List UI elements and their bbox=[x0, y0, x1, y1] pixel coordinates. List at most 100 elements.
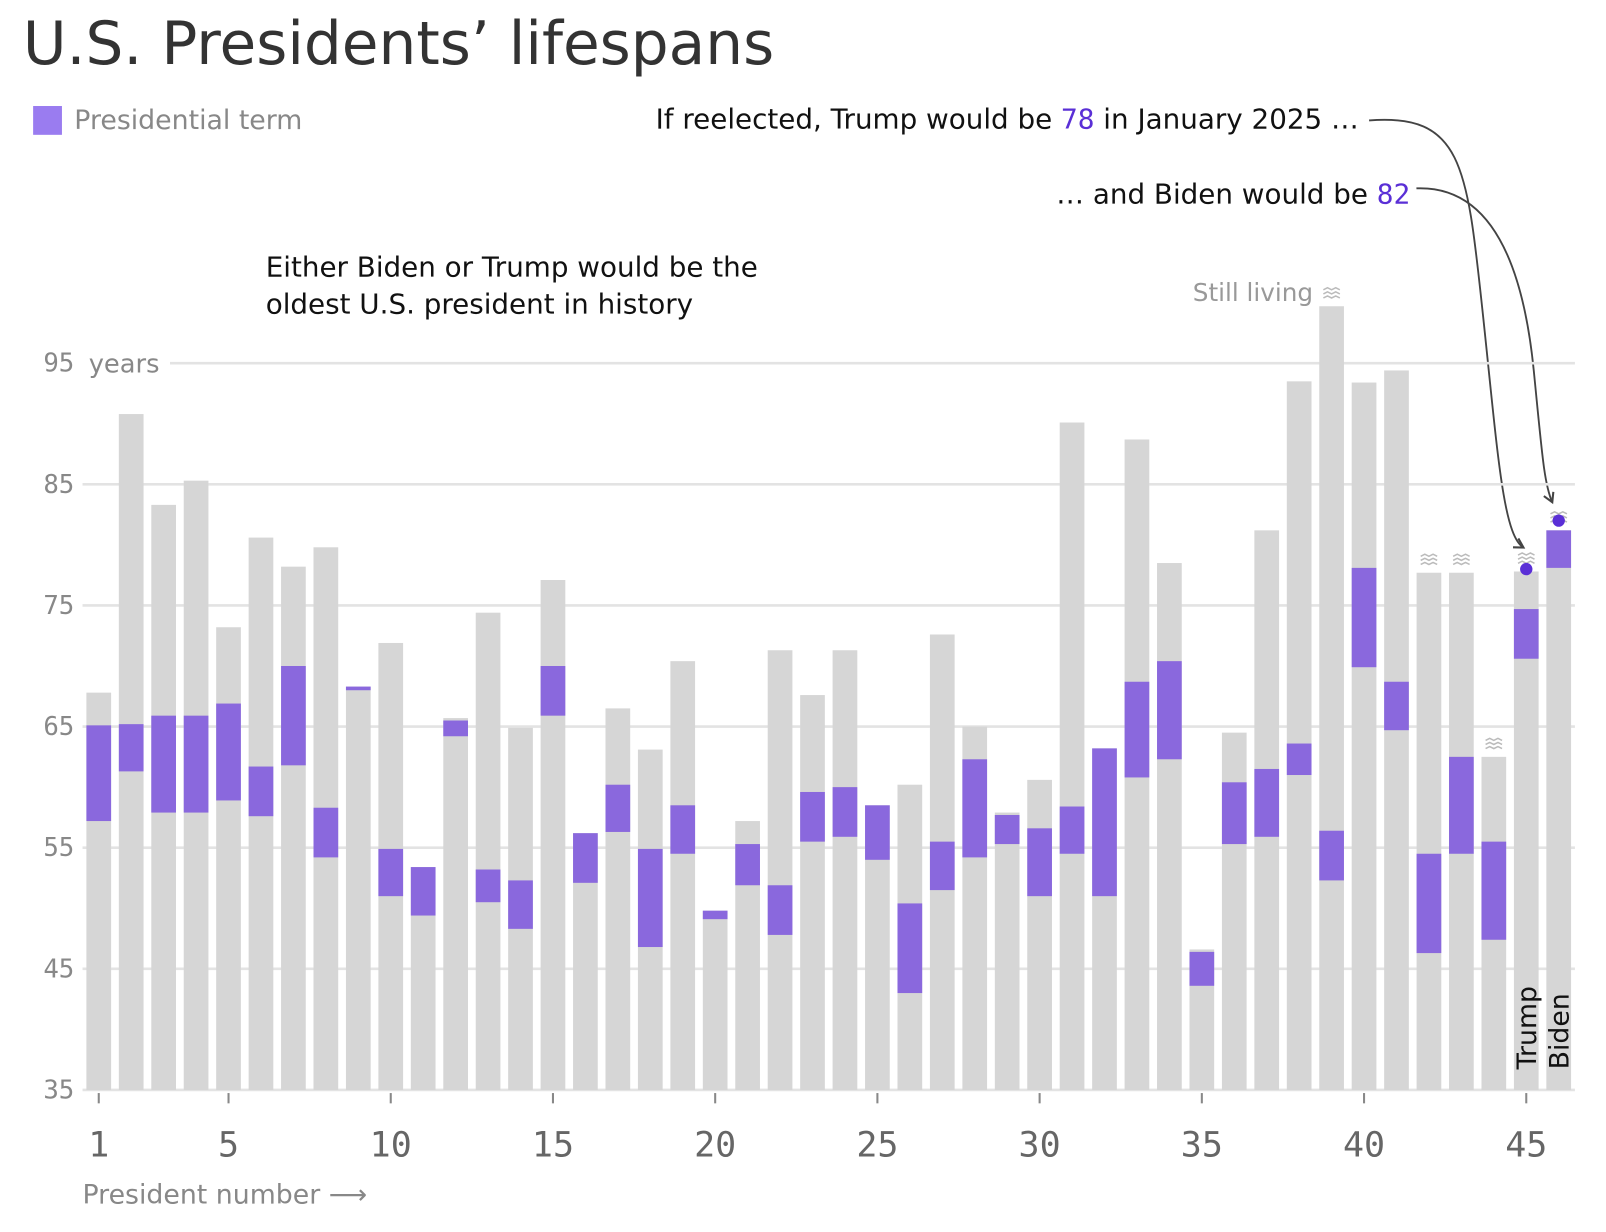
annotation-before: If reelected, Trump would be bbox=[656, 102, 1061, 135]
still-living-marker bbox=[1550, 510, 1568, 515]
term-bar bbox=[118, 724, 144, 772]
lifespan-bar bbox=[443, 718, 468, 1090]
lifespan-bar bbox=[1059, 422, 1085, 1090]
term-bar bbox=[573, 833, 598, 883]
lifespan-bar bbox=[832, 650, 858, 1090]
term-bar bbox=[151, 715, 176, 813]
term-bar bbox=[540, 665, 566, 716]
legend-swatch bbox=[33, 106, 62, 135]
note-line: oldest U.S. president in history bbox=[266, 288, 693, 321]
y-unit-label: years bbox=[89, 350, 160, 380]
term-bar bbox=[800, 791, 825, 842]
y-tick-label: 55 bbox=[43, 833, 74, 863]
still-living-marker bbox=[1485, 745, 1503, 750]
lifespan-bar bbox=[1286, 381, 1312, 1090]
term-bar bbox=[1319, 830, 1344, 881]
chart-title: U.S. Presidents’ lifespans bbox=[23, 10, 774, 79]
lifespan-bar bbox=[800, 695, 825, 1090]
term-bar bbox=[1092, 748, 1117, 897]
term-bar bbox=[86, 725, 112, 822]
annotation-value: 78 bbox=[1061, 102, 1094, 135]
lifespan-bar bbox=[475, 612, 501, 1090]
lifespan-bar bbox=[767, 650, 793, 1090]
term-bar bbox=[475, 869, 501, 903]
still-living-marker bbox=[1420, 557, 1438, 562]
y-tick-label: 75 bbox=[43, 591, 74, 621]
term-bar bbox=[443, 720, 468, 737]
term-bar bbox=[1449, 756, 1474, 854]
term-bar bbox=[183, 715, 209, 813]
still-living-marker bbox=[1323, 286, 1341, 291]
x-tick-label: 10 bbox=[370, 1126, 412, 1166]
projected-age-dot bbox=[1520, 562, 1533, 576]
lifespan-bar bbox=[345, 686, 371, 1090]
term-bar bbox=[1157, 661, 1182, 760]
term-bar bbox=[897, 903, 923, 994]
annotation: … and Biden would be 82 bbox=[1056, 178, 1410, 211]
term-bar bbox=[994, 814, 1020, 845]
still-living-marker bbox=[1452, 557, 1470, 562]
y-tick-label: 85 bbox=[43, 470, 74, 500]
lifespan-bar bbox=[605, 708, 631, 1090]
term-bar bbox=[767, 885, 793, 935]
term-bar bbox=[508, 880, 533, 929]
still-living-marker bbox=[1420, 553, 1438, 558]
annotation-before: … and Biden would be bbox=[1056, 178, 1377, 211]
term-bar bbox=[410, 867, 436, 916]
still-living-label: Still living bbox=[1193, 278, 1313, 307]
term-bar bbox=[1546, 530, 1572, 568]
x-tick-label: 40 bbox=[1343, 1126, 1385, 1166]
term-bar bbox=[929, 841, 955, 891]
x-tick-label: 35 bbox=[1181, 1126, 1223, 1166]
arrow bbox=[1369, 118, 1526, 549]
term-bar bbox=[281, 665, 306, 766]
x-tick-label: 20 bbox=[694, 1126, 736, 1166]
term-bar bbox=[1416, 853, 1442, 954]
arrow bbox=[1416, 187, 1555, 505]
lifespan-bar bbox=[540, 579, 566, 1090]
still-living-marker bbox=[1323, 295, 1341, 299]
term-bar bbox=[345, 686, 371, 691]
annotation-after: in January 2025 … bbox=[1094, 102, 1358, 135]
term-bar bbox=[313, 807, 339, 858]
term-bar bbox=[962, 759, 988, 858]
term-bar bbox=[1189, 951, 1215, 986]
term-bar bbox=[1254, 768, 1280, 837]
x-tick-label: 5 bbox=[218, 1126, 239, 1166]
still-living-marker bbox=[1323, 290, 1341, 295]
term-bar bbox=[1286, 743, 1312, 776]
x-tick-label: 1 bbox=[88, 1126, 109, 1166]
term-bar bbox=[702, 910, 728, 920]
lifespan-bar bbox=[1351, 382, 1377, 1090]
term-bar bbox=[1027, 828, 1052, 897]
still-living-marker bbox=[1452, 561, 1470, 566]
term-bar bbox=[735, 844, 760, 886]
term-bar bbox=[248, 766, 274, 817]
y-tick-label: 65 bbox=[43, 712, 74, 742]
lifespan-bar bbox=[670, 661, 696, 1090]
note-line: Either Biden or Trump would be the bbox=[266, 251, 758, 284]
lifespan-bar bbox=[216, 627, 241, 1090]
still-living-marker bbox=[1452, 553, 1470, 558]
term-bar bbox=[670, 805, 696, 854]
term-bar bbox=[1481, 841, 1507, 940]
term-bar bbox=[378, 848, 404, 897]
bar-label: Trump bbox=[1512, 986, 1543, 1070]
still-living-marker bbox=[1517, 552, 1535, 556]
term-bar bbox=[1124, 681, 1150, 778]
y-tick-label: 35 bbox=[43, 1075, 74, 1105]
projected-age-dot bbox=[1552, 514, 1565, 527]
y-tick-label: 95 bbox=[43, 349, 74, 379]
still-living-marker bbox=[1517, 556, 1535, 561]
term-bar bbox=[1513, 609, 1539, 659]
lifespan-bar bbox=[1157, 563, 1182, 1090]
lifespan-bar bbox=[1416, 572, 1442, 1090]
term-bar bbox=[1384, 681, 1409, 731]
legend-label: Presidential term bbox=[74, 105, 302, 136]
x-tick-label: 25 bbox=[856, 1126, 898, 1166]
lifespan-bar bbox=[1319, 306, 1344, 1090]
term-bar bbox=[1221, 782, 1247, 845]
lifespan-bar bbox=[1546, 530, 1572, 1090]
